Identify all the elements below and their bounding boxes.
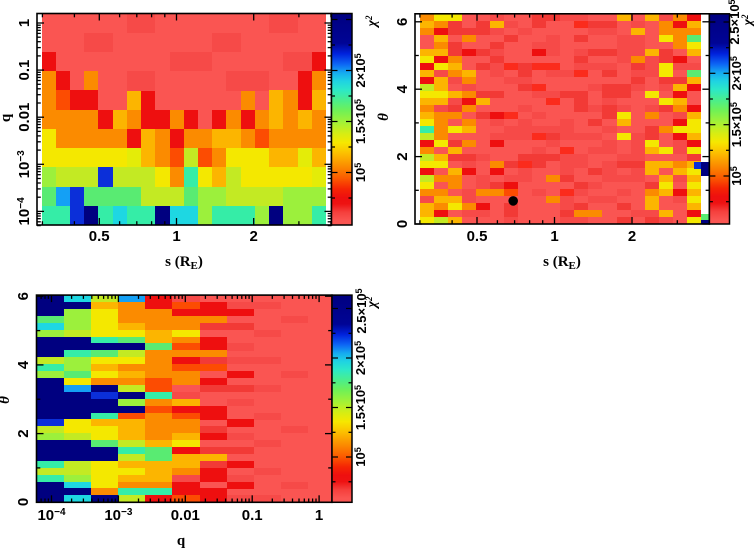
svg-text:2×105: 2×105 — [353, 341, 368, 375]
svg-text:1: 1 — [315, 507, 323, 524]
svg-text:0.01: 0.01 — [171, 507, 200, 524]
svg-text:q: q — [177, 533, 186, 549]
svg-text:0.01: 0.01 — [16, 103, 33, 132]
svg-text:s (RE): s (RE) — [165, 254, 203, 272]
svg-text:1: 1 — [16, 19, 33, 27]
svg-text:q: q — [0, 113, 14, 122]
svg-text:0.1: 0.1 — [242, 507, 263, 524]
svg-text:2: 2 — [628, 228, 636, 245]
svg-text:2: 2 — [250, 228, 258, 245]
svg-text:6: 6 — [15, 292, 32, 300]
svg-text:4: 4 — [15, 360, 32, 369]
svg-text:0: 0 — [394, 220, 411, 228]
svg-text:0.5: 0.5 — [467, 228, 488, 245]
svg-text:0.1: 0.1 — [16, 60, 33, 81]
svg-text:θ: θ — [376, 113, 392, 121]
svg-text:s (RE): s (RE) — [543, 254, 581, 272]
svg-text:4: 4 — [394, 84, 411, 93]
svg-text:1.5×105: 1.5×105 — [353, 99, 368, 144]
svg-text:1.5×105: 1.5×105 — [729, 102, 744, 147]
svg-text:1: 1 — [550, 228, 558, 245]
svg-text:2×105: 2×105 — [353, 53, 368, 87]
svg-text:0.5: 0.5 — [89, 228, 110, 245]
svg-text:6: 6 — [394, 18, 411, 26]
svg-text:2: 2 — [15, 429, 32, 437]
svg-text:2.5×105: 2.5×105 — [354, 288, 369, 333]
svg-text:2×105: 2×105 — [729, 56, 744, 90]
svg-text:2: 2 — [394, 152, 411, 160]
svg-text:2.5×105: 2.5×105 — [727, 0, 742, 45]
svg-text:0: 0 — [15, 498, 32, 506]
svg-text:1: 1 — [172, 228, 180, 245]
svg-text:θ: θ — [0, 396, 13, 404]
svg-text:1.5×105: 1.5×105 — [353, 385, 368, 430]
